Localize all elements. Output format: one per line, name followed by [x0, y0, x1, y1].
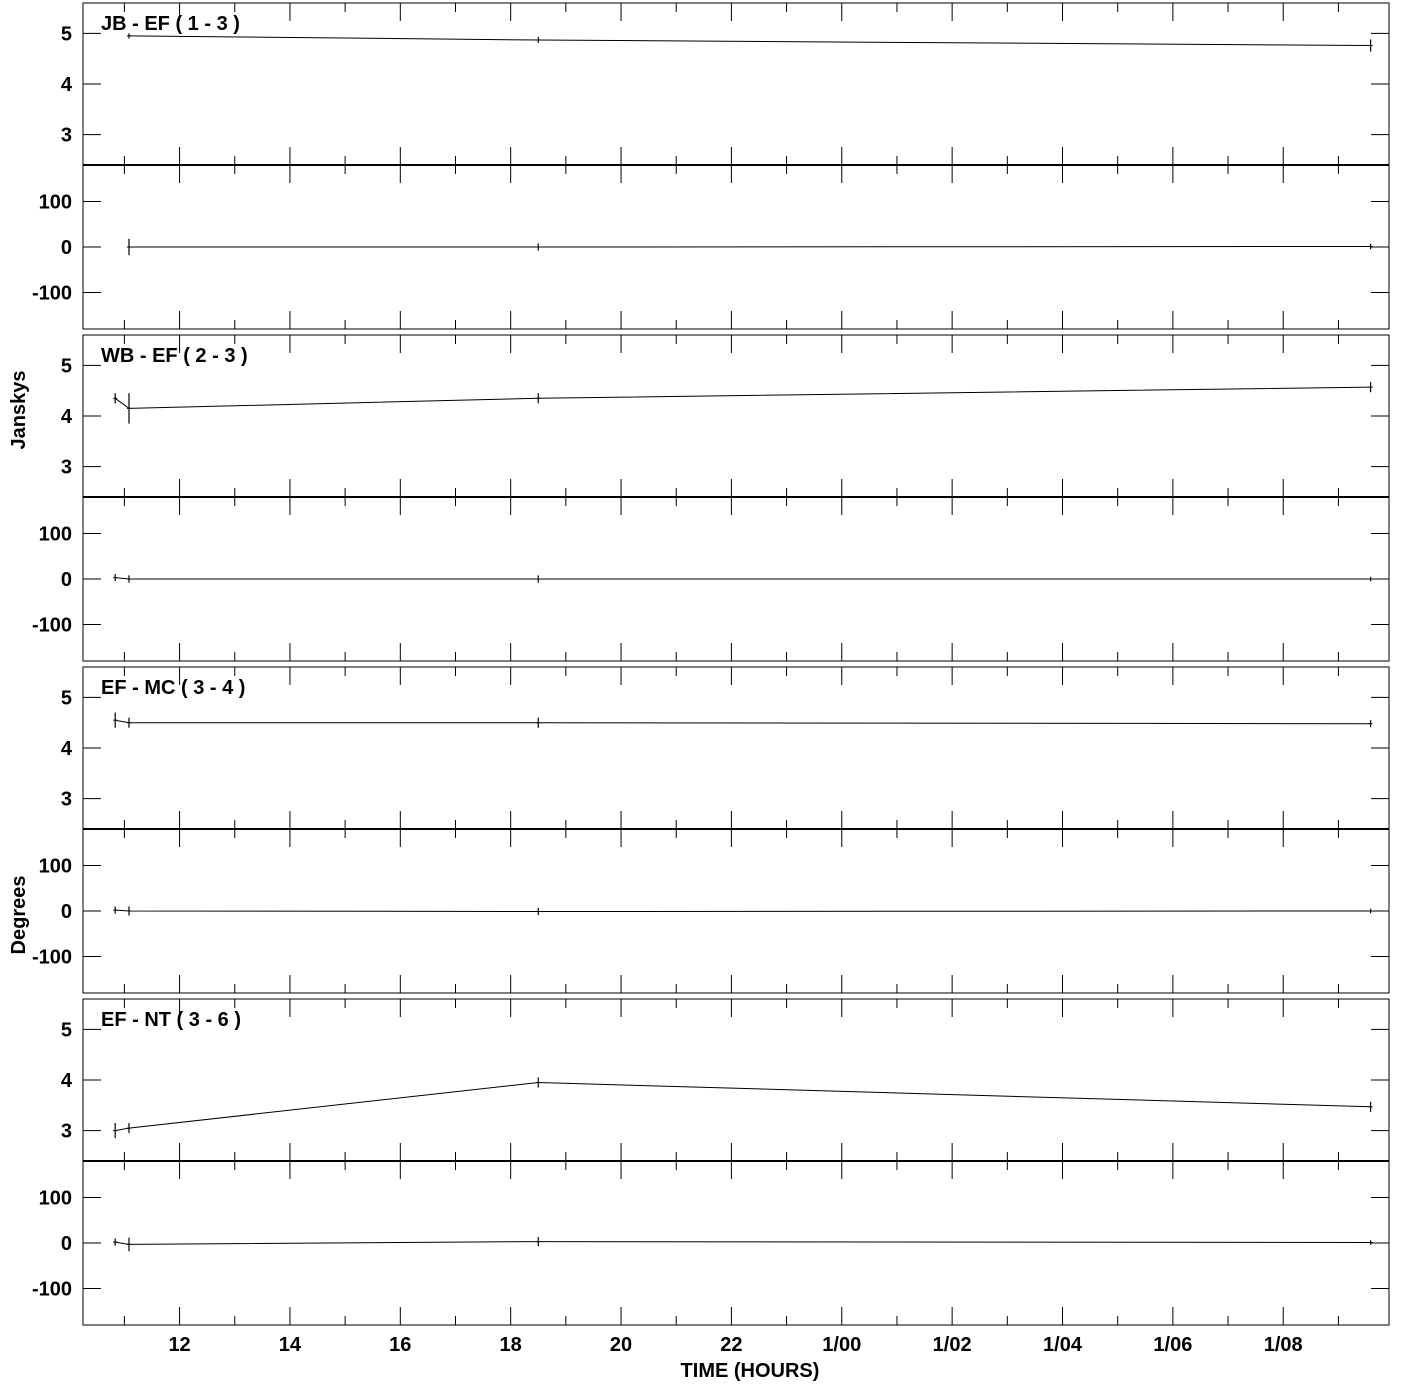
baseline-title: JB - EF ( 1 - 3 ): [101, 13, 240, 35]
x-axis-label: TIME (HOURS): [681, 1360, 820, 1382]
phase-tick-label: -100: [32, 283, 72, 305]
baseline-title: EF - NT ( 3 - 6 ): [101, 1009, 241, 1031]
amplitude-tick-label: 4: [61, 1070, 73, 1092]
phase-tick-label: 0: [61, 901, 72, 923]
phase-tick-label: 0: [61, 237, 72, 259]
x-tick-label: 22: [720, 1334, 742, 1356]
amplitude-tick-label: 5: [61, 355, 72, 377]
amplitude-frame: [82, 2, 1390, 166]
phase-series-line: [115, 1241, 1371, 1245]
x-tick-label: 1/04: [1043, 1334, 1083, 1356]
phase-series-line: [115, 577, 1371, 580]
x-tick-label: 20: [610, 1334, 632, 1356]
amplitude-tick-label: 3: [61, 1121, 72, 1143]
amplitude-tick-label: 5: [61, 687, 72, 709]
amplitude-tick-label: 3: [61, 789, 72, 811]
phase-tick-label: 100: [39, 523, 72, 545]
x-tick-label: 18: [500, 1334, 522, 1356]
x-tick-label: 16: [389, 1334, 411, 1356]
x-tick-label: 1/02: [933, 1334, 972, 1356]
phase-tick-label: 0: [61, 1233, 72, 1255]
baseline-title: WB - EF ( 2 - 3 ): [101, 345, 248, 367]
x-tick-label: 1/00: [822, 1334, 861, 1356]
phase-tick-label: 100: [39, 855, 72, 877]
data-series: [113, 33, 1373, 1252]
phase-tick-label: 100: [39, 1187, 72, 1209]
amplitude-tick-label: 3: [61, 125, 72, 147]
amplitude-series-line: [115, 1081, 1371, 1132]
phase-series-line: [128, 246, 1371, 248]
amplitude-series-line: [128, 35, 1371, 46]
amplitude-tick-label: 4: [61, 74, 73, 96]
panel-frames: [82, 2, 1390, 1326]
amplitude-series-line: [114, 386, 1371, 409]
y-axis-label-degrees: Degrees: [8, 876, 30, 955]
x-tick-label: 14: [279, 1334, 302, 1356]
x-tick-label: 1/08: [1264, 1334, 1303, 1356]
amplitude-tick-label: 5: [61, 23, 72, 45]
amplitude-tick-label: 4: [61, 406, 73, 428]
amplitude-frame: [82, 998, 1390, 1162]
phase-tick-label: -100: [32, 615, 72, 637]
x-tick-label: 12: [168, 1334, 190, 1356]
amplitude-series-line: [115, 719, 1371, 725]
phase-tick-label: -100: [32, 947, 72, 969]
x-tick-label: 1/06: [1153, 1334, 1192, 1356]
baseline-title: EF - MC ( 3 - 4 ): [101, 677, 245, 699]
amplitude-frame: [82, 334, 1390, 498]
axis-ticks: [83, 3, 1389, 1325]
phase-tick-label: 100: [39, 191, 72, 213]
tick-labels: 3 4 5 -100 0 100 JB - EF ( 1 - 3 ) 3 4 5 -100 0 100 W…: [32, 13, 1303, 1356]
y-axis-label-janskys: Janskys: [8, 371, 30, 450]
phase-tick-label: -100: [32, 1279, 72, 1301]
amplitude-tick-label: 5: [61, 1019, 72, 1041]
amplitude-tick-label: 4: [61, 738, 73, 760]
phase-series-line: [115, 909, 1371, 913]
amplitude-tick-label: 3: [61, 457, 72, 479]
amplitude-frame: [82, 666, 1390, 830]
phase-tick-label: 0: [61, 569, 72, 591]
